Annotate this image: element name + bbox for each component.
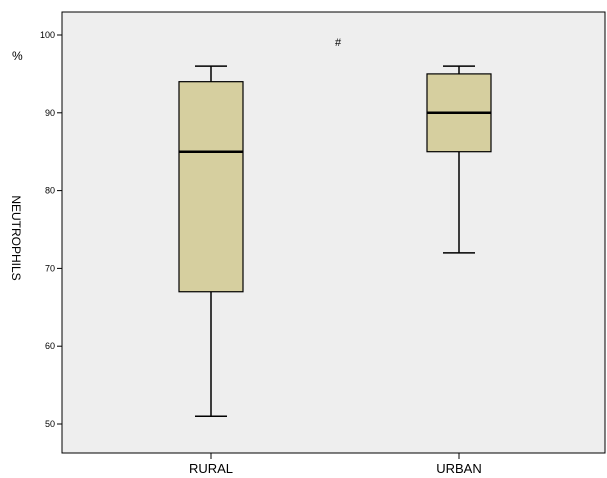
y-tick-label: 70 (45, 263, 55, 273)
unit-label: % (12, 49, 23, 63)
plot-area (61, 11, 606, 454)
x-category-label: URBAN (436, 461, 482, 476)
x-axis: RURAL URBAN (189, 453, 482, 476)
y-tick-label: 80 (45, 186, 55, 196)
iqr-box (178, 81, 244, 293)
y-tick-label: 90 (45, 108, 55, 118)
y-axis-label: NEUTROPHILS (9, 195, 23, 280)
boxes (178, 65, 492, 417)
y-tick-label: 100 (40, 30, 55, 40)
y-tick-label: 60 (45, 341, 55, 351)
significance-annotation: # (335, 37, 342, 49)
y-axis: 50 60 70 80 90 100 (40, 30, 62, 429)
box-rural (178, 65, 244, 417)
y-tick-label: 50 (45, 419, 55, 429)
x-category-label: RURAL (189, 461, 233, 476)
box-urban (426, 65, 492, 254)
